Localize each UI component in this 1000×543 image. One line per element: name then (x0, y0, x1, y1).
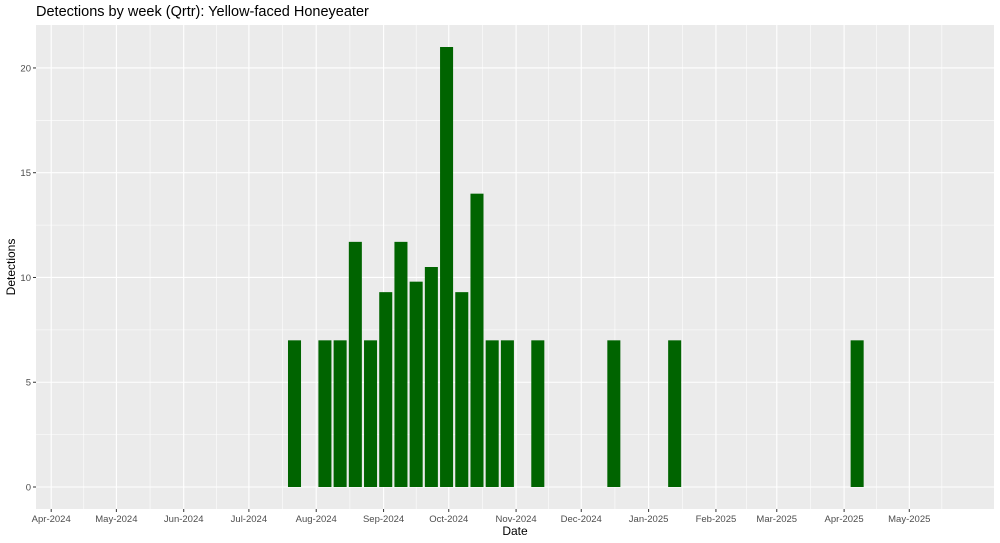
bar (333, 340, 347, 487)
y-axis: 0 5 10 15 20 (20, 63, 36, 493)
x-tick-label: Jul-2024 (231, 514, 267, 525)
x-axis: Apr-2024 May-2024 Jun-2024 Jul-2024 Aug-2024… (32, 509, 930, 525)
bar (440, 47, 454, 487)
x-tick-label: Jun-2024 (164, 514, 204, 525)
bar (287, 340, 302, 487)
x-tick-label: Jan-2025 (629, 514, 669, 525)
bar (364, 340, 378, 487)
bar (850, 340, 864, 487)
bar (500, 340, 514, 487)
bar (668, 340, 682, 487)
bar (348, 241, 362, 487)
x-tick-label: Oct-2024 (429, 514, 468, 525)
x-tick-label: Apr-2025 (825, 514, 864, 525)
y-tick-label: 20 (20, 63, 31, 74)
bar (318, 340, 332, 487)
y-tick-label: 0 (26, 482, 31, 493)
x-tick-label: May-2025 (888, 514, 930, 525)
y-axis-title: Detections (4, 239, 18, 296)
bar (470, 193, 484, 487)
y-tick-label: 5 (26, 378, 31, 389)
x-tick-label: Dec-2024 (561, 514, 602, 525)
bar (531, 340, 545, 487)
x-tick-label: Feb-2025 (696, 514, 737, 525)
x-tick-label: Nov-2024 (495, 514, 536, 525)
x-tick-label: Aug-2024 (296, 514, 337, 525)
chart-title: Detections by week (Qrtr): Yellow-faced … (36, 4, 369, 20)
plot-panel (36, 25, 994, 509)
x-tick-label: Sep-2024 (363, 514, 404, 525)
y-tick-label: 15 (20, 168, 31, 179)
bar (379, 292, 393, 487)
y-tick-label: 10 (20, 273, 31, 284)
bar (394, 241, 408, 487)
bar (485, 340, 499, 487)
x-axis-title: Date (502, 524, 528, 538)
bar (409, 281, 423, 487)
x-tick-label: Mar-2025 (756, 514, 797, 525)
bars (287, 47, 864, 487)
x-tick-label: Apr-2024 (32, 514, 71, 525)
bar (607, 340, 621, 487)
bar (455, 292, 469, 487)
bar (424, 267, 438, 487)
x-tick-label: May-2024 (95, 514, 137, 525)
